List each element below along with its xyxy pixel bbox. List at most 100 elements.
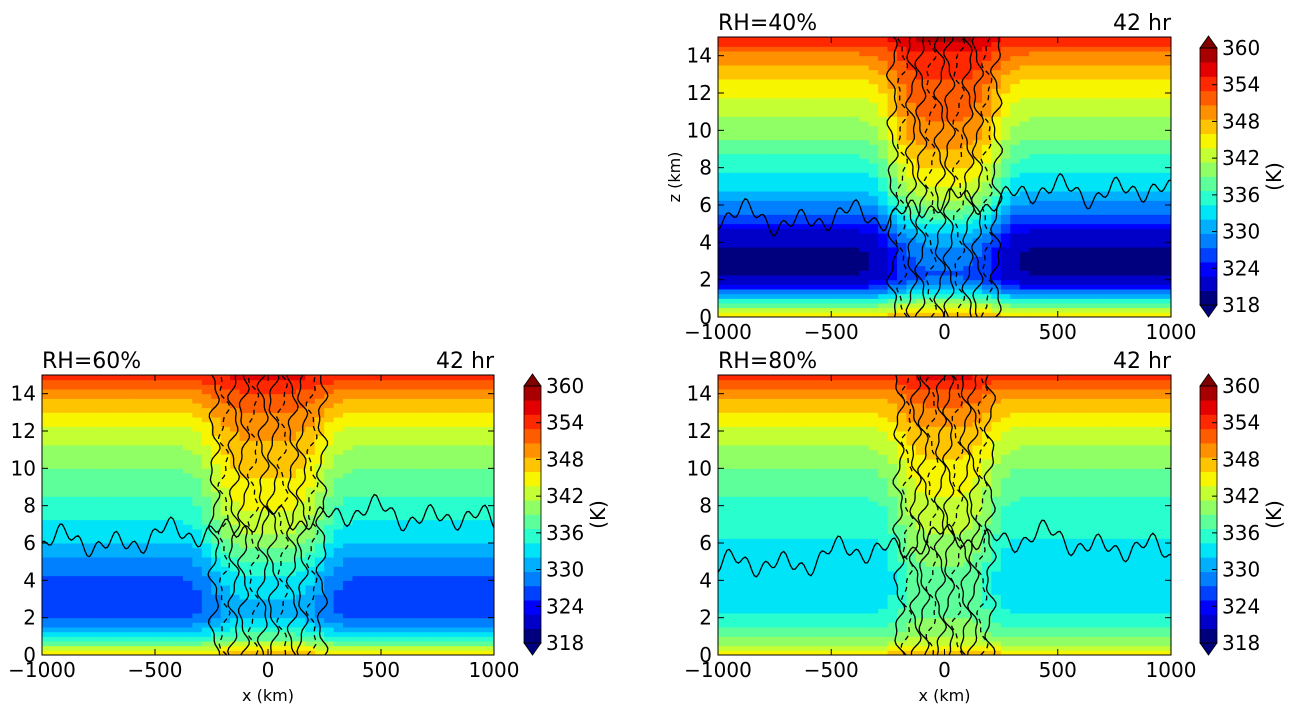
field-cell <box>230 547 241 553</box>
field-cell <box>42 519 52 525</box>
field-cell <box>963 302 974 309</box>
field-cell <box>1142 293 1153 299</box>
field-cell <box>991 223 1002 229</box>
field-cell <box>1000 214 1012 220</box>
field-cell <box>1048 195 1059 201</box>
field-cell <box>446 631 457 637</box>
field-cell <box>1142 218 1153 225</box>
field-cell <box>764 251 776 257</box>
field-cell <box>230 496 241 502</box>
field-cell <box>182 645 194 651</box>
field-cell <box>736 74 747 80</box>
field-cell <box>944 111 955 117</box>
field-cell <box>1057 256 1068 262</box>
field-cell <box>1104 55 1115 61</box>
field-cell <box>718 162 728 169</box>
field-cell <box>1076 134 1087 141</box>
field-cell <box>42 528 52 535</box>
field-cell <box>201 510 212 516</box>
field-cell <box>305 477 316 483</box>
field-cell <box>361 491 373 497</box>
field-cell <box>746 83 757 89</box>
field-cell <box>878 148 889 155</box>
field-cell <box>474 524 486 530</box>
field-cell <box>164 584 175 591</box>
field-cell <box>305 561 316 567</box>
field-cell <box>859 200 870 206</box>
field-cell <box>963 251 974 257</box>
field-cell <box>277 552 288 558</box>
field-cell <box>427 561 438 567</box>
field-cell <box>1104 288 1115 295</box>
field-cell <box>1010 186 1021 192</box>
field-cell <box>774 158 785 164</box>
field-cell <box>774 148 785 155</box>
field-cell <box>718 274 728 281</box>
field-cell <box>1104 190 1115 197</box>
field-cell <box>1048 64 1059 71</box>
field-cell <box>849 162 861 169</box>
field-cell <box>1132 307 1144 313</box>
field-cell <box>295 538 307 544</box>
field-cell <box>343 496 354 502</box>
x-tick-label: 1000 <box>1146 320 1197 344</box>
field-cell <box>1076 139 1087 145</box>
field-cell <box>1095 125 1106 131</box>
field-cell <box>812 88 823 94</box>
field-cell <box>736 237 747 243</box>
panel-time: 42 hr <box>1113 11 1172 36</box>
field-cell <box>126 575 137 581</box>
field-cell <box>258 575 269 581</box>
field-cell <box>371 626 382 633</box>
field-cell <box>1066 274 1078 281</box>
field-cell <box>991 102 1002 108</box>
field-cell <box>972 83 983 89</box>
field-cell <box>1000 167 1012 173</box>
field-cell <box>849 139 861 145</box>
field-cell <box>878 195 889 201</box>
field-cell <box>944 260 955 267</box>
field-cell <box>98 650 109 655</box>
field-cell <box>98 636 109 642</box>
field-cell <box>1076 288 1087 295</box>
field-cell <box>878 251 889 257</box>
field-cell <box>135 622 147 628</box>
field-cell <box>1029 167 1040 173</box>
field-cell <box>746 312 757 317</box>
field-cell <box>51 640 62 647</box>
contour-line <box>904 37 919 317</box>
field-cell <box>446 468 457 474</box>
field-cell <box>484 458 494 465</box>
field-cell <box>1104 148 1115 155</box>
field-cell <box>953 312 964 317</box>
field-cell <box>248 636 260 642</box>
field-cell <box>295 612 307 619</box>
field-cell <box>286 505 297 511</box>
field-cell <box>953 218 964 225</box>
field-cell <box>953 74 964 80</box>
field-cell <box>1085 130 1096 136</box>
field-cell <box>859 153 870 159</box>
field-cell <box>343 631 354 637</box>
field-cell <box>324 612 335 619</box>
field-cell <box>1142 60 1153 66</box>
field-cell <box>925 46 936 52</box>
field-cell <box>361 505 373 511</box>
field-cell <box>727 172 738 178</box>
field-cell <box>727 214 738 220</box>
field-cell <box>934 237 945 243</box>
field-cell <box>1161 116 1171 122</box>
field-cell <box>953 293 964 299</box>
field-cell <box>352 575 363 581</box>
field-cell <box>1010 302 1021 309</box>
field-cell <box>1114 200 1125 206</box>
field-cell <box>1095 298 1106 304</box>
field-cell <box>953 172 964 178</box>
field-cell <box>981 214 993 220</box>
field-cell <box>821 106 832 113</box>
field-cell <box>972 88 983 94</box>
field-cell <box>314 514 325 521</box>
field-cell <box>1114 111 1125 117</box>
field-cell <box>390 575 401 581</box>
field-cell <box>1000 120 1012 127</box>
